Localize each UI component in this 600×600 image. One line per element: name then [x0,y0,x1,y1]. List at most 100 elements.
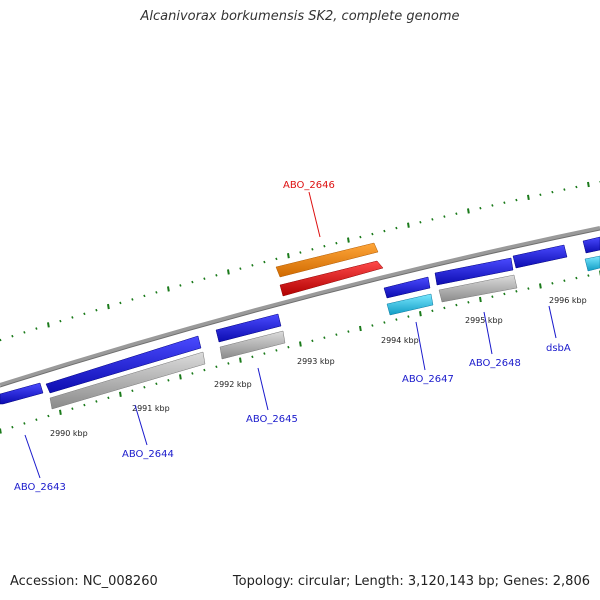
inner-tick-ring [0,270,600,434]
minor-tick [419,220,422,224]
minor-tick [515,198,518,202]
minor-tick [347,330,350,333]
minor-tick [83,403,86,407]
major-tick [467,208,470,214]
topology-text: Topology: circular; Length: 3,120,143 bp… [232,574,590,589]
gene-next-arrow[interactable] [582,236,600,254]
gene-label-abo-2643[interactable]: ABO_2643 [14,482,66,493]
major-tick [107,303,110,310]
minor-tick [275,349,278,352]
gene-abo-2648-arrow-gray[interactable] [438,274,518,303]
major-tick [47,322,50,328]
gene-abo-2646-arrow[interactable] [275,242,379,278]
minor-tick [191,280,194,284]
minor-tick [47,414,50,418]
minor-tick [395,318,398,321]
major-tick [359,325,362,332]
minor-tick [335,333,338,336]
minor-tick [383,321,386,324]
minor-tick [275,257,278,261]
minor-tick [587,274,590,277]
minor-tick [251,264,254,267]
major-tick [539,283,542,289]
leader-line-abo-2647 [415,321,426,371]
minor-tick [59,319,62,323]
major-tick [0,428,2,434]
gene-abo-2645-arrow[interactable] [215,313,282,343]
minor-tick [431,309,434,313]
minor-tick [239,267,242,270]
gene-abo-2646-arrow-red[interactable] [279,260,384,297]
minor-tick [107,396,110,400]
minor-tick [215,273,218,277]
minor-tick [491,204,494,207]
gene-abo-2648-arrow[interactable] [434,257,514,286]
minor-tick [311,339,314,343]
minor-tick [95,308,98,312]
major-tick [347,237,350,243]
minor-tick [563,279,566,282]
minor-tick [455,212,458,216]
leader-line-abo-2645 [257,367,269,411]
gene-label-abo-2645[interactable]: ABO_2645 [246,414,298,425]
minor-tick [431,218,434,221]
gene-abo-2647-arrow-cyan[interactable] [386,293,434,316]
minor-tick [359,235,362,239]
gene-label-abo-2646[interactable]: ABO_2646 [283,180,335,191]
leader-line-abo-2643 [24,434,41,479]
outer-tick-ring [0,181,600,342]
minor-tick [383,229,386,233]
minor-tick [311,248,314,251]
major-tick [299,341,302,347]
minor-tick [11,334,14,338]
minor-tick [0,338,2,342]
major-tick [407,222,410,228]
minor-tick [491,295,494,299]
gene-label-abo-2644[interactable]: ABO_2644 [122,449,174,460]
minor-tick [395,226,398,230]
minor-tick [551,281,554,285]
minor-tick [71,316,74,319]
leader-line-abo-2644 [134,404,148,446]
minor-tick [119,301,122,305]
minor-tick [551,190,554,194]
minor-tick [131,389,134,393]
minor-tick [203,277,206,280]
gene-abo-2644-arrow[interactable] [45,335,202,394]
gene-abo-2645-arrow-gray[interactable] [219,330,286,360]
minor-tick [23,422,26,425]
gene-label-abo-2647[interactable]: ABO_2647 [402,374,454,385]
scale-label: 2993 kbp [297,357,335,366]
major-tick [227,269,230,275]
leader-line-abo-2648 [483,311,493,355]
minor-tick [23,331,26,334]
minor-tick [179,284,182,287]
major-tick [179,374,182,380]
major-tick [419,311,422,317]
scale-label: 2996 kbp [549,296,587,305]
major-tick [587,181,590,188]
gene-label-dsba[interactable]: dsbA [546,343,571,354]
minor-tick [527,287,530,290]
gene-dsba-arrow[interactable] [512,244,568,269]
minor-tick [443,215,446,218]
minor-tick [35,418,38,422]
major-tick [59,409,62,415]
gene-abo-2643-arrow[interactable] [0,382,44,405]
minor-tick [563,188,566,191]
minor-tick [131,298,134,301]
genome-backbone [0,226,600,387]
minor-tick [323,336,326,340]
minor-tick [95,400,98,403]
gene-label-abo-2648[interactable]: ABO_2648 [469,358,521,369]
gene-abo-2647-arrow[interactable] [383,276,431,299]
minor-tick [251,355,254,359]
major-tick [287,253,290,259]
minor-tick [287,345,290,349]
gene-next-arrow-cyan[interactable] [584,255,600,272]
scale-label: 2991 kbp [132,404,170,413]
gene-abo-2644-arrow-gray[interactable] [49,351,206,410]
minor-tick [227,362,230,365]
minor-tick [155,382,158,386]
